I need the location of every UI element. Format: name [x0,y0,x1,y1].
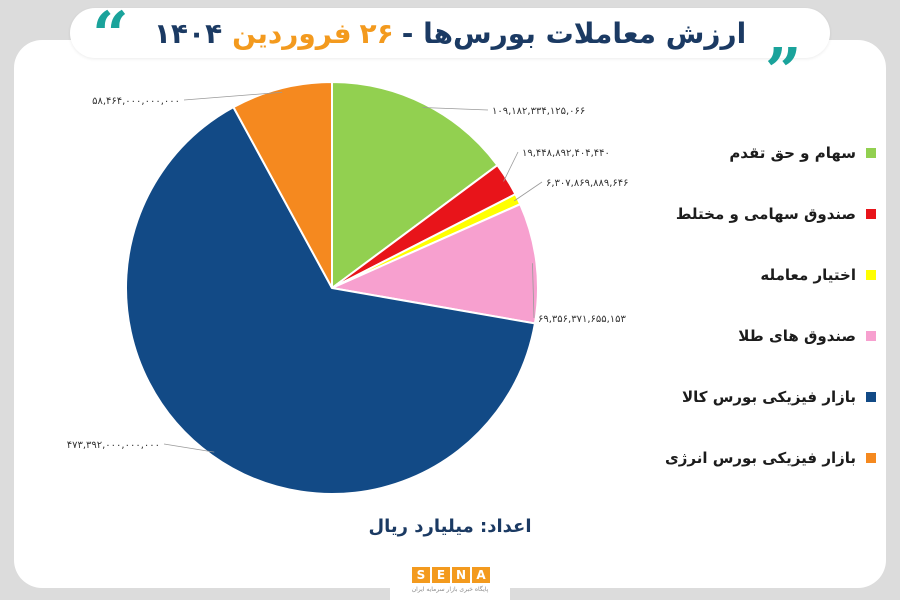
page-title: ارزش معاملات بورس‌ها - ۲۶ فروردین ۱۴۰۴ [70,8,830,58]
legend-swatch [866,209,876,219]
legend-swatch [866,331,876,341]
logo-tab [390,560,510,600]
leader-line [183,91,283,101]
data-label: ۱۹,۴۴۸,۸۹۲,۴۰۴,۴۴۰ [522,148,610,159]
logo-subtitle: پایگاه خبری بازار سرمایه ایران [411,586,489,593]
data-label: ۶۹,۳۵۶,۳۷۱,۶۵۵,۱۵۳ [538,314,627,325]
legend-item: بازار فیزیکی بورس کالا [676,384,876,410]
logo-letter: E [432,567,450,583]
legend-swatch [866,148,876,158]
legend-label: صندوق سهامی و مختلط [675,205,856,223]
logo-letter: N [452,567,470,583]
legend-swatch [866,270,876,280]
leader-line [163,443,215,453]
data-label: ۴۷۳,۳۹۲,۰۰۰,۰۰۰,۰۰۰ [67,440,160,451]
open-quote-icon: “ [92,0,129,73]
leader-line [532,263,535,319]
logo-letter: A [472,567,490,583]
leader-line [503,151,519,182]
title-pill [70,8,830,58]
leader-line [514,181,543,202]
title-main: ارزش معاملات بورس‌ها - [401,16,747,50]
legend: سهام و حق تقدم صندوق سهامی و مختلط اختیار … [665,140,876,506]
data-label: ۶,۳۰۷,۸۶۹,۸۸۹,۶۴۶ [546,178,629,189]
leader-line [422,107,489,111]
close-quote-icon: „ [766,0,803,73]
legend-item: اختیار معامله [676,262,876,288]
legend-item: بازار فیزیکی بورس انرژی [665,445,876,471]
legend-label: سهام و حق تقدم [729,144,856,162]
title-month: فروردین [232,16,352,50]
legend-item: سهام و حق تقدم [676,140,876,166]
legend-label: بازار فیزیکی بورس انرژی [664,449,856,467]
pie-slice [331,80,499,290]
title-year: ۱۴۰۴ [153,16,223,50]
legend-item: صندوق های طلا [676,323,876,349]
logo-letter: S [412,567,430,583]
legend-swatch [866,453,876,463]
title-day: ۲۶ [359,16,394,50]
unit-label: اعداد: میلیارد ریال [368,516,532,537]
legend-label: صندوق های طلا [738,327,856,345]
data-label: ۵۸,۴۶۴,۰۰۰,۰۰۰,۰۰۰ [92,96,180,107]
pie-slice [328,202,539,325]
data-label: ۱۰۹,۱۸۲,۳۳۴,۱۲۵,۰۶۶ [492,106,585,117]
pie-slice [232,80,333,289]
legend-label: اختیار معامله [760,266,856,284]
legend-label: بازار فیزیکی بورس کالا [681,388,856,406]
legend-swatch [866,392,876,402]
pie-slice [125,105,537,495]
legend-item: صندوق سهامی و مختلط [676,201,876,227]
